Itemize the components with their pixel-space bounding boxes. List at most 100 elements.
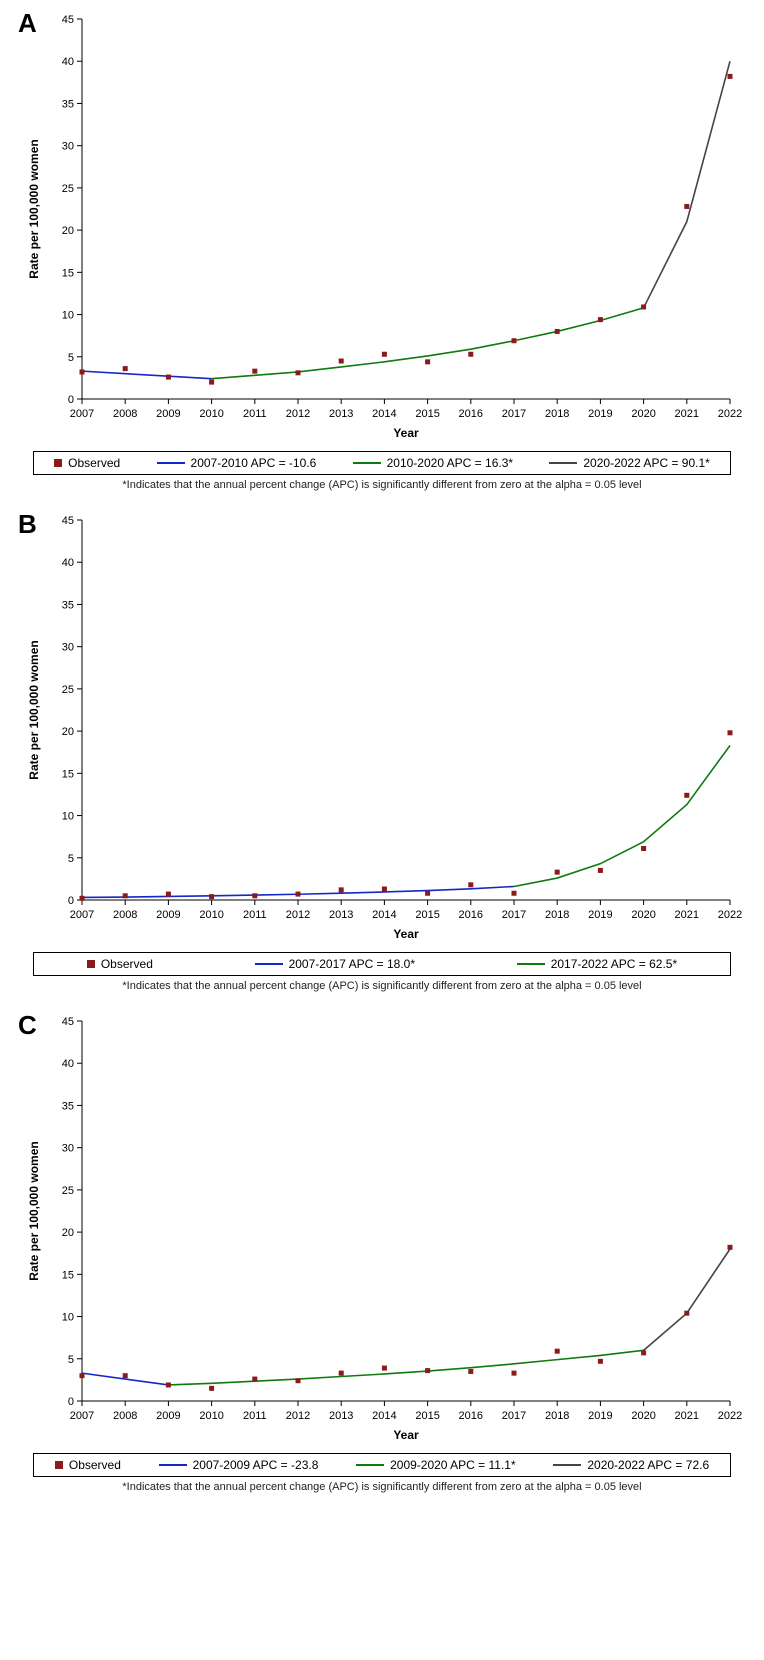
y-tick-label: 45 (62, 1016, 74, 1028)
legend: Observed2007-2009 APC = -23.82009-2020 A… (33, 1453, 731, 1477)
y-tick-label: 35 (62, 98, 74, 110)
square-marker-icon (87, 960, 95, 968)
chart-wrap: 0510152025303540452007200820092010201120… (0, 1002, 764, 1447)
observed-marker (598, 317, 603, 322)
x-tick-label: 2007 (70, 909, 94, 921)
y-tick-label: 10 (62, 1312, 74, 1324)
legend-item-segment-3: 2020-2022 APC = 90.1* (549, 456, 709, 470)
observed-marker (382, 887, 387, 892)
observed-marker (468, 352, 473, 357)
y-tick-label: 25 (62, 684, 74, 696)
line-swatch-icon (157, 462, 185, 464)
y-tick-label: 0 (68, 895, 74, 907)
line-swatch-icon (159, 1464, 187, 1466)
x-tick-label: 2008 (113, 1410, 137, 1422)
observed-marker (684, 1311, 689, 1316)
y-tick-label: 0 (68, 394, 74, 406)
observed-marker (641, 846, 646, 851)
y-tick-label: 30 (62, 141, 74, 153)
line-swatch-icon (553, 1464, 581, 1466)
observed-marker (166, 375, 171, 380)
observed-marker (728, 74, 733, 79)
y-axis-label: Rate per 100,000 women (27, 1141, 41, 1280)
x-tick-label: 2019 (588, 909, 612, 921)
legend-label: 2020-2022 APC = 90.1* (583, 456, 709, 470)
y-tick-label: 20 (62, 225, 74, 237)
x-tick-label: 2021 (675, 1410, 699, 1422)
legend-item-segment-3: 2020-2022 APC = 72.6 (553, 1458, 709, 1472)
observed-marker (252, 893, 257, 898)
x-axis-label: Year (393, 426, 419, 440)
observed-marker (123, 1373, 128, 1378)
observed-marker (512, 338, 517, 343)
observed-marker (252, 1377, 257, 1382)
y-tick-label: 20 (62, 1227, 74, 1239)
x-tick-label: 2009 (156, 408, 180, 420)
panel-label: B (18, 509, 37, 540)
y-tick-label: 45 (62, 515, 74, 527)
x-tick-label: 2021 (675, 408, 699, 420)
x-tick-label: 2016 (459, 1410, 483, 1422)
x-tick-label: 2014 (372, 1410, 396, 1422)
chart-c: 0510152025303540452007200820092010201120… (20, 1007, 744, 1447)
legend-label: 2009-2020 APC = 11.1* (390, 1458, 516, 1472)
trend-segment-2 (168, 1350, 643, 1385)
trend-segment-2 (514, 745, 730, 886)
x-tick-label: 2015 (415, 909, 439, 921)
observed-marker (425, 1368, 430, 1373)
observed-marker (339, 887, 344, 892)
x-tick-label: 2018 (545, 909, 569, 921)
legend-item-segment-2: 2017-2022 APC = 62.5* (517, 957, 677, 971)
observed-marker (684, 793, 689, 798)
y-tick-label: 15 (62, 768, 74, 780)
x-tick-label: 2010 (199, 408, 223, 420)
x-tick-label: 2016 (459, 408, 483, 420)
observed-marker (296, 1378, 301, 1383)
observed-marker (339, 359, 344, 364)
panel-c: C051015202530354045200720082009201020112… (0, 1002, 764, 1503)
legend: Observed2007-2010 APC = -10.62010-2020 A… (33, 451, 731, 475)
y-tick-label: 45 (62, 14, 74, 26)
observed-marker (641, 304, 646, 309)
chart-wrap: 0510152025303540452007200820092010201120… (0, 0, 764, 445)
y-axis-label: Rate per 100,000 women (27, 139, 41, 278)
y-tick-label: 40 (62, 56, 74, 68)
chart-a: 0510152025303540452007200820092010201120… (20, 5, 744, 445)
x-tick-label: 2018 (545, 408, 569, 420)
observed-marker (80, 896, 85, 901)
x-tick-label: 2015 (415, 408, 439, 420)
line-swatch-icon (517, 963, 545, 965)
observed-marker (166, 892, 171, 897)
legend-label: 2017-2022 APC = 62.5* (551, 957, 677, 971)
y-tick-label: 15 (62, 1269, 74, 1281)
panel-a: A051015202530354045200720082009201020112… (0, 0, 764, 501)
observed-marker (382, 352, 387, 357)
line-swatch-icon (353, 462, 381, 464)
observed-marker (209, 380, 214, 385)
observed-marker (123, 366, 128, 371)
x-tick-label: 2007 (70, 1410, 94, 1422)
legend-item-segment-2: 2010-2020 APC = 16.3* (353, 456, 513, 470)
observed-marker (555, 329, 560, 334)
x-axis-label: Year (393, 927, 419, 941)
y-tick-label: 5 (68, 352, 74, 364)
observed-marker (252, 369, 257, 374)
panel-label: C (18, 1010, 37, 1041)
footnote: *Indicates that the annual percent chang… (0, 475, 764, 501)
line-swatch-icon (549, 462, 577, 464)
legend-label: Observed (68, 456, 120, 470)
x-tick-label: 2011 (243, 1410, 267, 1422)
x-tick-label: 2011 (243, 909, 267, 921)
observed-marker (80, 1373, 85, 1378)
observed-marker (80, 369, 85, 374)
x-tick-label: 2013 (329, 1410, 353, 1422)
x-tick-label: 2011 (243, 408, 267, 420)
y-tick-label: 25 (62, 1185, 74, 1197)
legend-item-observed: Observed (54, 456, 120, 470)
x-tick-label: 2012 (286, 408, 310, 420)
x-tick-label: 2022 (718, 408, 742, 420)
line-swatch-icon (255, 963, 283, 965)
legend-item-observed: Observed (87, 957, 153, 971)
line-swatch-icon (356, 1464, 384, 1466)
observed-marker (166, 1382, 171, 1387)
